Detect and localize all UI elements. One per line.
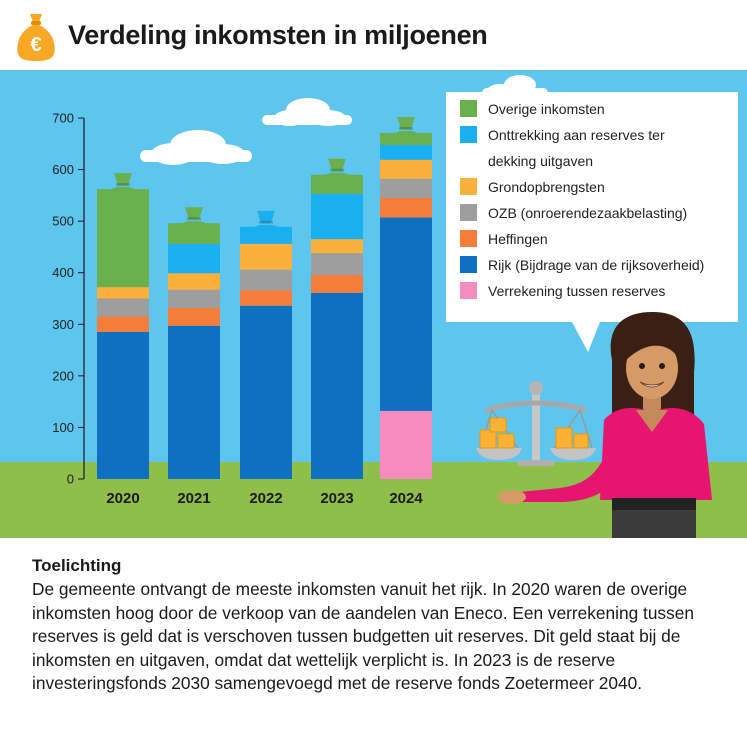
legend-swatch	[460, 256, 477, 273]
bars	[97, 116, 432, 479]
bar-segment	[240, 305, 292, 479]
y-tick-label: 400	[52, 265, 74, 280]
legend-swatch	[460, 204, 477, 221]
bar-segment	[168, 307, 220, 326]
cloud-icon	[140, 130, 252, 165]
bar-segment	[380, 197, 432, 218]
bar-segment	[311, 193, 363, 240]
y-tick-label: 200	[52, 368, 74, 383]
bag-knot	[187, 217, 201, 221]
bar-segment	[97, 298, 149, 317]
x-tick-label: 2020	[106, 490, 139, 507]
y-tick-label: 100	[52, 420, 74, 435]
bar-segment	[168, 325, 220, 479]
legend-label: Grondopbrengsten	[488, 179, 605, 195]
legend-label: Rijk (Bijdrage van de rijksoverheid)	[488, 257, 704, 273]
bar-segment	[311, 274, 363, 293]
bag-shoulder	[240, 224, 292, 239]
header: € Verdeling inkomsten in miljoenen	[0, 0, 747, 70]
cloud-icon	[262, 98, 352, 126]
bar-segment	[380, 410, 432, 479]
legend-swatch	[460, 100, 477, 117]
bar-segment	[311, 239, 363, 254]
explanation-body: De gemeente ontvangt de meeste inkomsten…	[32, 579, 694, 694]
legend-label: Overige inkomsten	[488, 101, 605, 117]
legend-label: dekking uitgaven	[488, 153, 593, 169]
bar-segment	[380, 159, 432, 179]
legend-label: Onttrekking aan reserves ter	[488, 127, 665, 143]
bag-shoulder	[97, 187, 149, 202]
legend-label: OZB (onroerendezaakbelasting)	[488, 205, 687, 221]
bag-tie-icon	[328, 158, 346, 171]
y-ticks: 0 100 200 300 400 500 600 700	[52, 111, 84, 487]
bar-segment	[97, 189, 149, 288]
bar-segment	[240, 290, 292, 306]
bag-knot	[399, 126, 413, 130]
bag-knot	[330, 168, 344, 172]
bar-segment	[97, 332, 149, 479]
bag-shoulder	[380, 130, 432, 145]
x-ticks: 2020 2021 2022 2023 2024	[106, 490, 423, 507]
x-tick-label: 2023	[320, 490, 353, 507]
coin-stack-icon	[479, 417, 589, 449]
euro-symbol: €	[30, 34, 41, 56]
bar-segment	[311, 253, 363, 275]
bar-segment	[240, 269, 292, 291]
bar-segment	[168, 243, 220, 274]
y-tick-label: 500	[52, 214, 74, 229]
bar-segment	[380, 217, 432, 411]
y-tick-label: 600	[52, 162, 74, 177]
y-tick-label: 700	[52, 111, 74, 126]
y-tick-label: 0	[67, 472, 74, 487]
legend-swatch	[460, 126, 477, 143]
bar-segment	[380, 178, 432, 198]
legend: Overige inkomsten Onttrekking aan reserve…	[446, 92, 738, 352]
balance-scale-icon	[476, 381, 596, 466]
x-tick-label: 2022	[249, 490, 282, 507]
bar-segment	[240, 243, 292, 270]
bag-knot	[116, 183, 130, 187]
woman-illustration	[498, 312, 712, 538]
legend-label: Verrekening tussen reserves	[488, 283, 665, 299]
x-tick-label: 2024	[389, 490, 423, 507]
y-tick-label: 300	[52, 317, 74, 332]
legend-swatch	[460, 230, 477, 247]
x-tick-label: 2021	[177, 490, 210, 507]
legend-label: Heffingen	[488, 231, 548, 247]
bag-tie-icon	[185, 207, 203, 220]
bag-tie-icon	[114, 173, 132, 186]
bag-knot	[259, 220, 273, 224]
money-bag-euro-icon: €	[17, 14, 55, 61]
bar-segment	[311, 292, 363, 479]
bar-segment	[97, 316, 149, 333]
bag-shoulder	[311, 172, 363, 187]
bar-segment	[97, 287, 149, 299]
legend-swatch	[460, 282, 477, 299]
bar-segment	[168, 289, 220, 308]
bag-tie-icon	[257, 210, 275, 223]
bag-shoulder	[168, 221, 220, 236]
explanation: Toelichting De gemeente ontvangt de mees…	[32, 556, 732, 696]
legend-swatch	[460, 178, 477, 195]
bar-segment	[168, 273, 220, 290]
bag-tie-icon	[397, 116, 415, 129]
page-title: Verdeling inkomsten in miljoenen	[68, 20, 488, 50]
explanation-heading: Toelichting	[32, 556, 122, 575]
bar-segment	[380, 143, 432, 160]
